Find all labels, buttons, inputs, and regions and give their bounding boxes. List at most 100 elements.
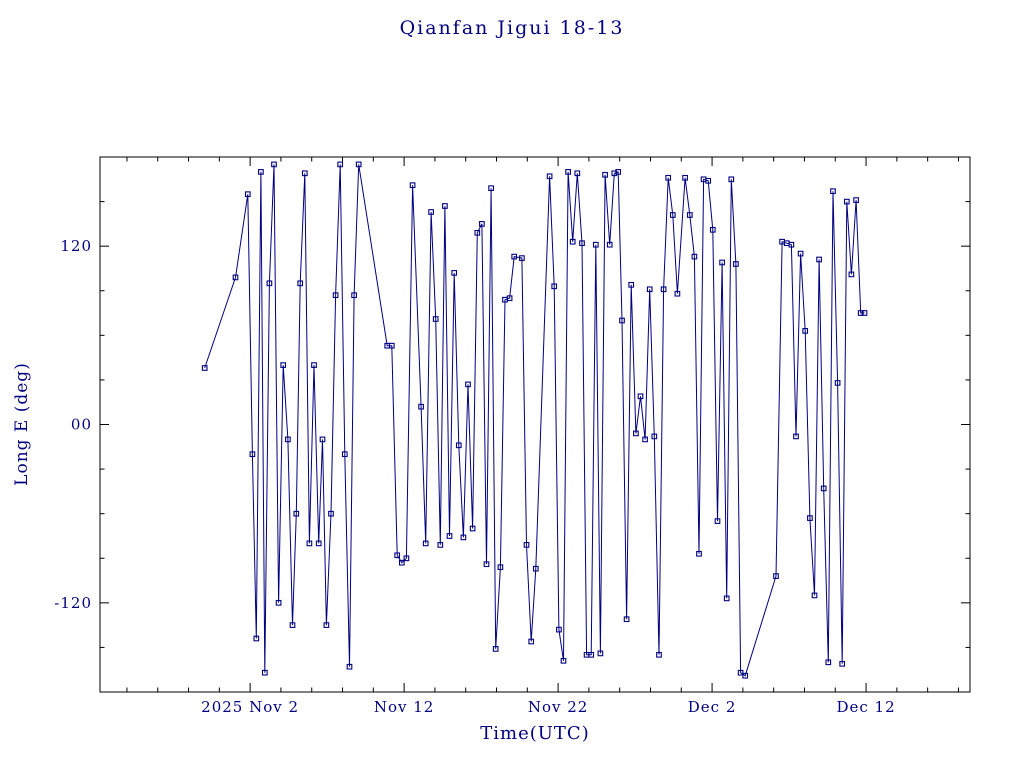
data-marker: [834, 380, 841, 386]
data-marker: [437, 542, 444, 548]
data-marker: [665, 174, 672, 181]
data-marker: [280, 362, 287, 368]
data-marker: [848, 271, 855, 278]
data-marker: [323, 622, 330, 628]
data-marker: [409, 182, 416, 189]
data-marker: [807, 515, 813, 521]
data-marker: [592, 241, 599, 248]
data-marker: [857, 310, 864, 316]
data-marker: [315, 540, 322, 547]
data-marker: [523, 542, 530, 548]
data-marker: [418, 403, 424, 410]
data-marker: [285, 436, 291, 443]
data-marker: [714, 518, 721, 524]
data-marker: [455, 442, 462, 449]
data-marker: [511, 253, 518, 260]
data-marker: [341, 451, 348, 458]
data-marker: [244, 191, 251, 198]
data-line: [204, 164, 865, 677]
data-marker: [619, 317, 625, 324]
data-marker: [802, 328, 809, 334]
data-marker: [258, 169, 264, 175]
data-marker: [669, 212, 676, 218]
data-marker: [497, 564, 504, 571]
data-marker: [301, 170, 308, 177]
data-marker: [615, 169, 622, 175]
data-marker: [253, 635, 260, 642]
y-tick-label: 00: [71, 416, 92, 434]
data-marker: [488, 185, 494, 192]
data-marker: [773, 573, 779, 579]
data-marker: [660, 286, 667, 293]
data-marker: [289, 622, 296, 628]
data-marker: [579, 240, 585, 247]
data-marker: [565, 169, 571, 175]
data-marker: [551, 283, 558, 290]
data-marker: [398, 559, 405, 566]
data-marker: [820, 485, 827, 492]
data-marker: [266, 280, 273, 287]
data-marker: [628, 281, 635, 288]
data-marker: [719, 259, 725, 266]
data-marker: [602, 171, 608, 178]
data-marker: [569, 238, 576, 245]
data-marker: [733, 261, 739, 267]
data-marker: [686, 212, 693, 218]
data-marker: [560, 657, 567, 664]
data-marker: [839, 660, 846, 667]
data-marker: [646, 286, 653, 293]
x-tick-label: Dec 12: [836, 698, 895, 716]
data-marker: [432, 316, 439, 322]
data-marker: [460, 534, 467, 541]
data-marker: [737, 669, 744, 676]
data-marker: [351, 292, 357, 299]
data-marker: [328, 510, 334, 517]
data-marker: [271, 161, 277, 168]
data-marker: [293, 510, 300, 517]
data-marker: [696, 550, 702, 557]
y-tick-label: -120: [54, 594, 92, 612]
data-marker: [682, 174, 688, 181]
data-marker: [474, 229, 481, 236]
data-marker: [825, 659, 832, 666]
data-marker: [446, 533, 453, 539]
data-marker: [556, 626, 562, 633]
data-marker: [422, 540, 429, 547]
x-axis-label: Time(UTC): [480, 723, 590, 744]
x-tick-label: Nov 22: [528, 698, 589, 716]
data-marker: [355, 161, 362, 168]
data-marker: [275, 599, 282, 606]
data-marker: [249, 451, 256, 458]
data-marker: [656, 651, 662, 658]
data-marker: [532, 565, 539, 572]
data-marker: [492, 646, 499, 652]
data-marker: [830, 188, 836, 195]
data-marker: [469, 525, 476, 532]
data-marker: [633, 430, 639, 437]
y-tick-label: 120: [60, 237, 92, 255]
data-marker: [674, 290, 681, 297]
data-marker: [388, 342, 395, 349]
data-marker: [337, 161, 344, 168]
data-marker: [651, 433, 658, 440]
data-marker: [597, 650, 604, 657]
data-marker: [465, 381, 471, 388]
data-marker: [816, 256, 822, 263]
data-marker: [691, 253, 698, 260]
data-marker: [861, 310, 868, 316]
data-marker: [519, 255, 525, 261]
data-group: [201, 161, 868, 679]
data-marker: [311, 362, 317, 368]
data-marker: [588, 651, 595, 658]
data-marker: [642, 436, 648, 443]
data-marker: [346, 663, 353, 670]
data-marker: [394, 552, 401, 559]
data-marker: [232, 274, 239, 281]
x-tick-label: 2025 Nov 2: [201, 698, 299, 716]
data-marker: [483, 561, 490, 568]
data-marker: [403, 555, 410, 562]
data-marker: [853, 197, 859, 203]
data-marker: [451, 270, 458, 276]
